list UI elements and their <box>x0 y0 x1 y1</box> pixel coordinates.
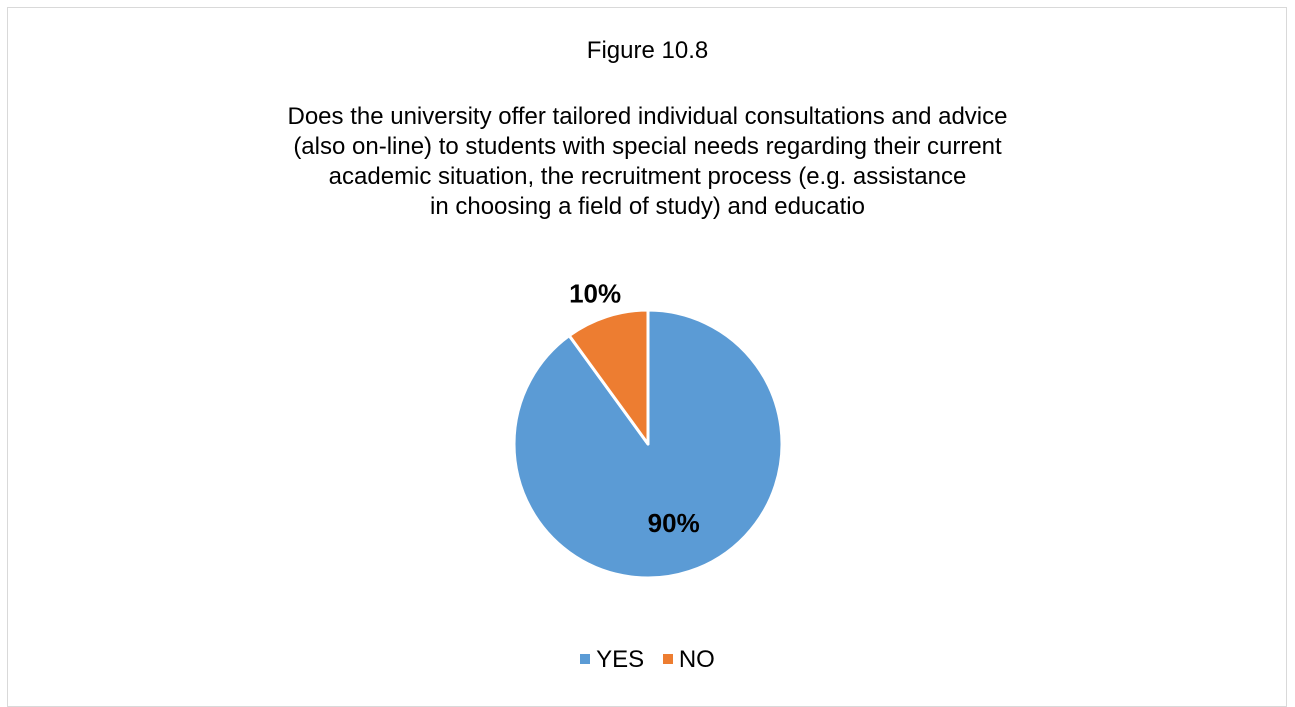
legend-item-yes: YES <box>580 646 644 674</box>
pie-chart: 90% 10% <box>512 279 784 580</box>
legend-label-no: NO <box>678 646 715 673</box>
figure-label: Figure 10.8 <box>586 37 709 64</box>
chart-title-line-4: in choosing a field of study) and educat… <box>430 193 865 220</box>
legend: YES NO <box>0 646 1295 674</box>
chart-title-line-1: Does the university offer tailored indiv… <box>287 103 1008 130</box>
legend-swatch-yes <box>580 654 591 664</box>
chart-title-block: Figure 10.8 Does the university offer ta… <box>0 36 1295 222</box>
legend-label-yes: YES <box>596 646 645 673</box>
pie-slice-no <box>567 308 650 446</box>
chart-title-line-3: academic situation, the recruitment proc… <box>328 163 967 190</box>
legend-swatch-no <box>662 654 673 664</box>
data-label-yes: 90% <box>648 508 700 538</box>
chart-title-line-2: (also on-line) to students with special … <box>293 133 1002 160</box>
data-label-no: 10% <box>569 279 621 309</box>
legend-item-no: NO <box>662 646 715 674</box>
